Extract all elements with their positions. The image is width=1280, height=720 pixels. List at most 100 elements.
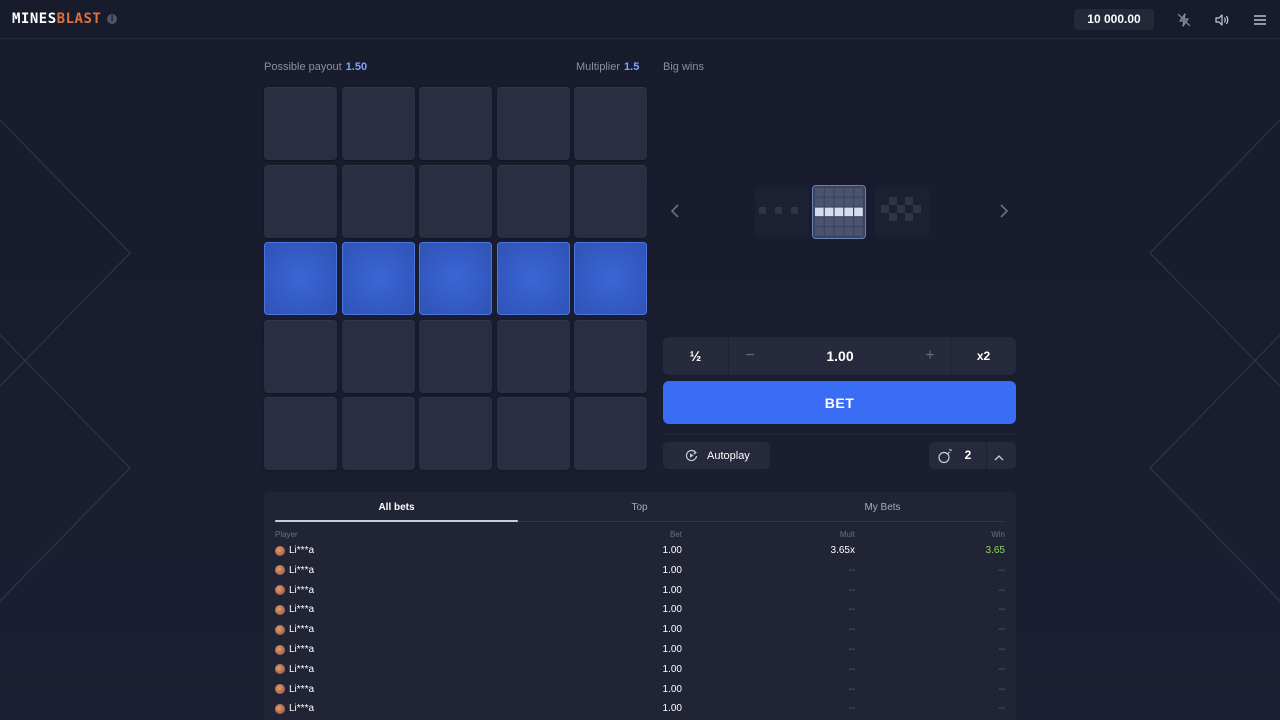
tab-my-bets[interactable]: My Bets: [864, 502, 901, 513]
mult-cell: 3.65x: [830, 545, 855, 556]
logo: MINES BLAST i: [12, 11, 118, 27]
pattern-thumbnail-row[interactable]: [812, 185, 866, 239]
bet-cell: 1.00: [662, 584, 682, 596]
player-cell: Li***a: [275, 624, 314, 635]
grid-tile[interactable]: [574, 87, 647, 160]
win-cell: --: [998, 604, 1005, 616]
avatar: [275, 585, 285, 596]
grid-tile[interactable]: [574, 164, 647, 238]
avatar: [275, 703, 285, 714]
mines-grid: [264, 87, 647, 470]
grid-tile[interactable]: [264, 242, 337, 315]
chevron-right-icon[interactable]: [996, 202, 1012, 220]
logo-text-mines: MINES: [12, 11, 57, 27]
grid-tile[interactable]: [264, 319, 337, 393]
win-cell: 3.65: [985, 545, 1005, 556]
grid-tile[interactable]: [574, 397, 647, 470]
grid-tile[interactable]: [574, 319, 647, 393]
mult-cell: --: [848, 584, 855, 596]
balance-display: 10 000.00: [1074, 9, 1154, 30]
player-cell: Li***a: [275, 644, 314, 655]
payout-label: Possible payout: [264, 61, 342, 73]
grid-tile[interactable]: [341, 319, 415, 393]
possible-payout: Possible payout 1.50: [264, 61, 367, 73]
mult-cell: --: [848, 703, 855, 715]
player-cell: Li***a: [275, 604, 314, 615]
chevron-left-icon[interactable]: [667, 202, 683, 220]
player-name: Li***a: [289, 584, 315, 596]
avatar: [275, 604, 285, 615]
grid-tile[interactable]: [419, 242, 492, 315]
decrease-bet-button[interactable]: −: [745, 347, 755, 364]
bet-cell: 1.00: [662, 624, 682, 636]
table-row: Li***a 1.00 -- --: [275, 561, 1005, 581]
table-row: Li***a 1.00 -- --: [275, 600, 1005, 620]
header-win: Win: [991, 530, 1005, 539]
mult-cell: --: [848, 624, 855, 636]
grid-tile[interactable]: [496, 319, 570, 393]
tab-top[interactable]: Top: [631, 502, 648, 513]
grid-tile[interactable]: [419, 319, 492, 393]
turbo-off-icon[interactable]: [1174, 10, 1194, 30]
chevron-up-icon[interactable]: [993, 450, 1005, 468]
player-name: Li***a: [289, 644, 315, 655]
grid-tile[interactable]: [264, 87, 337, 160]
bet-amount-input[interactable]: 1.00: [826, 348, 854, 364]
tab-all-bets[interactable]: All bets: [378, 502, 415, 513]
grid-tile[interactable]: [419, 164, 492, 238]
mines-selector[interactable]: 2: [929, 442, 1016, 469]
grid-tile[interactable]: [496, 397, 570, 470]
multiplier: Multiplier 1.5: [576, 61, 639, 73]
grid-tile[interactable]: [341, 242, 415, 315]
player-name: Li***a: [289, 683, 315, 695]
double-bet-button[interactable]: x2: [950, 337, 1016, 375]
grid-tile[interactable]: [574, 242, 647, 315]
pattern-thumbnail-dots[interactable]: [755, 185, 809, 239]
bet-cell: 1.00: [662, 545, 682, 556]
bomb-icon: [937, 448, 953, 469]
avatar: [275, 664, 285, 675]
win-cell: --: [998, 644, 1005, 655]
grid-tile[interactable]: [496, 164, 570, 238]
bet-button[interactable]: BET: [663, 381, 1016, 424]
grid-tile[interactable]: [341, 164, 415, 238]
mines-count: 2: [964, 448, 972, 462]
table-row: Li***a 1.00 -- --: [275, 581, 1005, 601]
info-icon[interactable]: i: [107, 14, 118, 24]
avatar: [275, 624, 285, 635]
divider: [663, 434, 1016, 435]
sound-icon[interactable]: [1212, 10, 1232, 30]
logo-text-blast: BLAST: [56, 11, 102, 27]
header-mult: Mult: [839, 530, 855, 539]
mult-cell: --: [848, 663, 855, 675]
bet-cell: 1.00: [662, 703, 682, 715]
player-cell: Li***a: [275, 565, 314, 576]
player-cell: Li***a: [275, 664, 314, 675]
menu-icon[interactable]: [1250, 10, 1270, 30]
autoplay-icon: [685, 449, 698, 465]
grid-tile[interactable]: [496, 87, 570, 160]
autoplay-button[interactable]: Autoplay: [663, 442, 770, 469]
table-row: Li***a 1.00 3.65x 3.65: [275, 541, 1005, 561]
win-cell: --: [998, 703, 1005, 715]
big-wins-label: Big wins: [663, 61, 704, 73]
increase-bet-button[interactable]: +: [925, 347, 935, 364]
player-cell: Li***a: [275, 585, 314, 596]
grid-tile[interactable]: [419, 397, 492, 470]
active-tab-indicator: [275, 520, 518, 522]
player-cell: Li***a: [275, 684, 314, 695]
mult-cell: --: [848, 683, 855, 695]
table-row: Li***a 1.00 -- --: [275, 640, 1005, 660]
grid-tile[interactable]: [264, 164, 337, 238]
grid-tile[interactable]: [341, 87, 415, 160]
grid-tile[interactable]: [264, 397, 337, 470]
top-bar: MINES BLAST i 10 000.00: [0, 0, 1280, 39]
grid-tile[interactable]: [496, 242, 570, 315]
bet-cell: 1.00: [662, 683, 682, 695]
player-name: Li***a: [289, 624, 315, 636]
half-bet-button[interactable]: ½: [663, 337, 729, 375]
grid-tile[interactable]: [341, 397, 415, 470]
table-row: Li***a 1.00 -- --: [275, 680, 1005, 700]
grid-tile[interactable]: [419, 87, 492, 160]
pattern-thumbnail-checker[interactable]: [875, 185, 929, 239]
